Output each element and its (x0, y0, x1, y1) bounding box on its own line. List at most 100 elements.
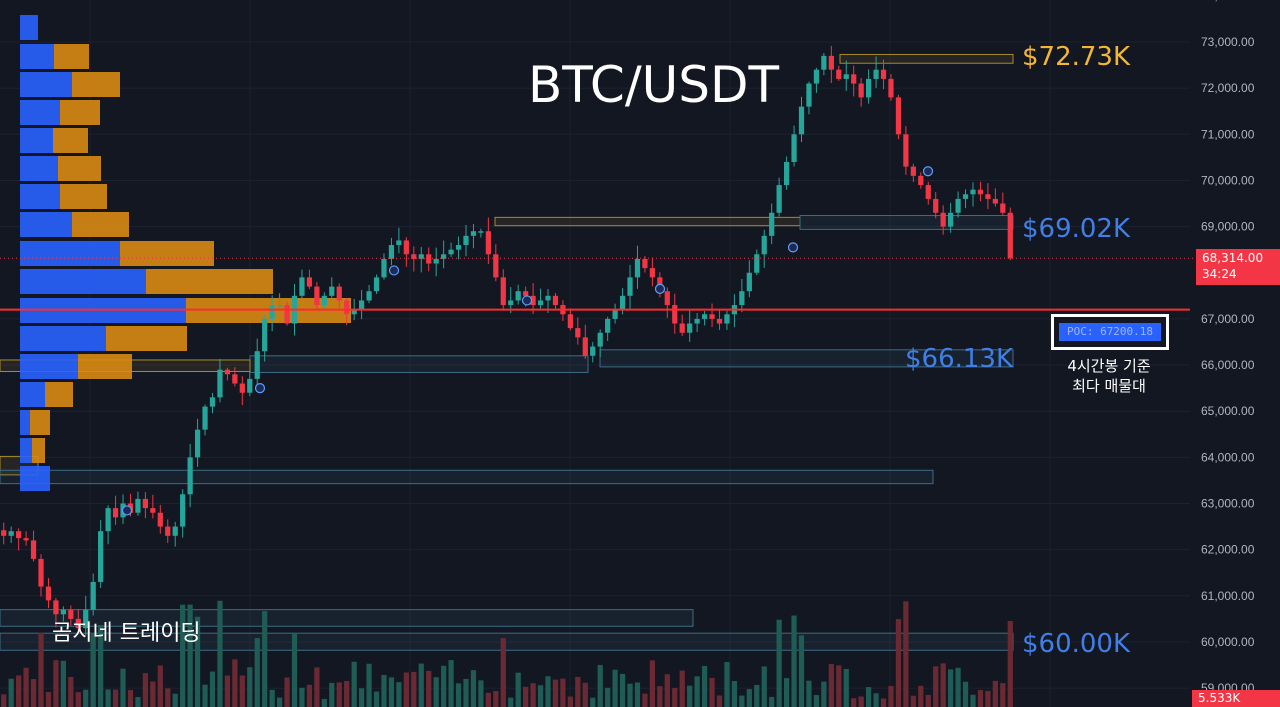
candle-body (426, 254, 432, 264)
volume-bar (866, 687, 872, 707)
candle-body (135, 498, 141, 513)
volume-bar (746, 689, 752, 707)
candle-body (239, 383, 245, 393)
volume-bar (694, 676, 700, 707)
candle-body (224, 369, 231, 375)
candle-body (933, 198, 939, 213)
profile-sell-bar (72, 72, 120, 97)
candle-body (925, 185, 931, 199)
volume-bar (493, 690, 499, 707)
volume-bar (515, 672, 521, 707)
candle-body (411, 254, 417, 259)
candle-body (821, 55, 827, 70)
volume-bar (948, 669, 954, 707)
volume-bar (955, 667, 961, 707)
profile-sell-bar (45, 382, 73, 407)
volume-bar (1007, 620, 1013, 707)
candle-body (642, 258, 648, 269)
volume-bar (843, 668, 849, 707)
volume-bar (105, 689, 111, 707)
candle-body (619, 295, 626, 310)
volume-bar (53, 660, 59, 707)
candle-body (336, 286, 342, 301)
profile-sell-bar (78, 354, 132, 379)
profile-buy-bar (20, 269, 146, 294)
volume-bar (232, 659, 238, 707)
candle-body (992, 198, 998, 204)
candle-body (761, 235, 767, 255)
volume-bar (582, 682, 588, 707)
volume-bar (150, 681, 156, 707)
candle-body (314, 286, 320, 306)
poc-badge: POC: 67200.18 (1051, 314, 1169, 350)
candle-body (575, 328, 581, 338)
volume-bar (411, 671, 417, 707)
volume-bar (664, 674, 670, 707)
candle-body (68, 609, 74, 619)
candle-body (396, 240, 402, 246)
candle-body (687, 323, 693, 333)
candle-body (90, 581, 96, 610)
volume-bar (30, 679, 37, 707)
candle-body (30, 540, 37, 559)
candle-body (776, 185, 782, 213)
candle-body (672, 305, 678, 324)
volume-bar (679, 670, 685, 707)
volume-bar (500, 638, 506, 707)
candle-body (918, 175, 924, 186)
candle-body (813, 69, 820, 84)
candle-body (359, 300, 365, 310)
candle-body (60, 609, 66, 615)
candle-body (329, 286, 335, 296)
profile-sell-bar (146, 269, 273, 294)
y-tick-label: 67,000.00 (1201, 312, 1255, 326)
volume-bar (761, 666, 767, 707)
volume-bar (821, 681, 827, 707)
volume-bar (649, 660, 655, 707)
volume-bar (791, 615, 797, 707)
candle-body (112, 508, 119, 518)
candle-body (605, 318, 611, 333)
volume-bar (336, 682, 342, 707)
volume-bar (224, 675, 231, 707)
volume-bar (202, 684, 208, 707)
volume-bar (813, 695, 820, 707)
volume-bar (545, 676, 551, 707)
candle-body (888, 78, 894, 98)
candle-body (150, 508, 156, 513)
candle-body (515, 291, 521, 301)
candle-body (403, 240, 409, 255)
profile-sell-bar (32, 438, 45, 463)
volume-bar (724, 662, 730, 707)
volume-bar (523, 686, 529, 707)
candle-body (463, 235, 469, 246)
volume-bar (441, 665, 447, 707)
profile-buy-bar (20, 466, 50, 491)
price-lines (0, 257, 1196, 311)
volume-bar (858, 696, 864, 707)
volume-bar (247, 667, 253, 707)
candle-body (590, 346, 596, 356)
candle-body (806, 83, 812, 107)
candle-body (478, 231, 484, 233)
zone-4 (599, 349, 1014, 368)
candle-body (455, 245, 462, 250)
volume-bar (739, 695, 745, 707)
profile-sell-bar (54, 44, 89, 69)
volume-bar (329, 682, 335, 707)
candle-body (843, 74, 849, 79)
candle-body (783, 161, 790, 186)
candle-body (873, 69, 879, 79)
last-price-value: 68,314.00 (1202, 251, 1264, 265)
candle-body (165, 526, 171, 536)
candle-body (187, 457, 193, 495)
candle-body (754, 254, 760, 273)
profile-buy-bar (20, 326, 106, 351)
volume-bar (851, 698, 857, 707)
y-tick-label: 69,000.00 (1201, 220, 1255, 234)
level-label-72730: $72.73K (1022, 42, 1131, 72)
zone-0 (839, 53, 1014, 64)
candle-body (955, 198, 961, 213)
brand-label: 곰지네 트레이딩 (52, 621, 201, 646)
